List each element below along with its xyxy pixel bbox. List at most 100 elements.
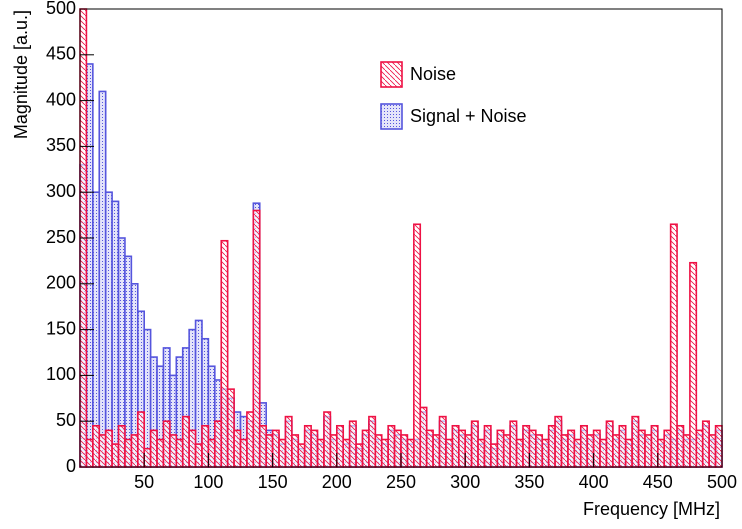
bar <box>104 429 113 468</box>
bar <box>425 429 434 468</box>
bar <box>605 420 614 468</box>
bar <box>586 434 595 468</box>
bar <box>297 443 306 468</box>
x-tick-label: 250 <box>386 472 416 492</box>
bar <box>85 63 94 468</box>
bar <box>567 429 576 468</box>
x-tick-label: 100 <box>193 472 223 492</box>
bar <box>207 438 216 468</box>
bar <box>361 429 370 468</box>
y-tick-label: 0 <box>66 456 76 476</box>
bar <box>104 191 113 468</box>
bar <box>92 424 101 468</box>
bar <box>413 223 422 468</box>
bar <box>85 438 94 468</box>
bar <box>496 429 505 468</box>
bar <box>194 443 203 468</box>
bar <box>560 434 569 468</box>
bar <box>316 438 325 468</box>
bar <box>490 443 499 468</box>
bar <box>592 429 601 468</box>
y-tick-label: 50 <box>56 410 76 430</box>
bar <box>239 438 248 468</box>
y-tick-label: 450 <box>46 44 76 64</box>
bar <box>162 420 171 468</box>
bar <box>669 223 678 468</box>
bar <box>252 209 261 468</box>
y-tick-label: 250 <box>46 227 76 247</box>
legend-swatch <box>380 103 403 130</box>
bar <box>117 424 126 468</box>
bar <box>265 434 274 468</box>
bar <box>284 415 293 468</box>
legend-label: Noise <box>410 64 456 84</box>
bar <box>599 438 608 468</box>
bar <box>406 438 415 468</box>
x-tick-label: 350 <box>514 472 544 492</box>
y-tick-label: 150 <box>46 318 76 338</box>
bar <box>98 434 107 468</box>
x-tick-label: 200 <box>322 472 352 492</box>
bar <box>689 261 698 468</box>
bar <box>188 429 197 468</box>
bar <box>438 415 447 468</box>
bar <box>271 429 280 468</box>
bar <box>181 415 190 468</box>
bar <box>644 434 653 468</box>
bar <box>143 447 152 468</box>
x-tick-label: 450 <box>643 472 673 492</box>
bar <box>323 411 332 468</box>
bar <box>464 434 473 468</box>
bar <box>201 424 210 468</box>
bar <box>220 239 229 468</box>
x-tick-label: 300 <box>450 472 480 492</box>
bar <box>149 429 158 468</box>
bar <box>547 424 556 468</box>
bar <box>579 424 588 468</box>
bar <box>701 420 710 468</box>
bar <box>156 438 165 468</box>
bar <box>528 429 537 468</box>
bar <box>380 438 389 468</box>
bar <box>676 424 685 468</box>
bar <box>303 424 312 468</box>
bar <box>374 434 383 468</box>
bar <box>656 438 666 468</box>
bar <box>130 434 139 468</box>
bar <box>509 420 518 468</box>
bar <box>483 424 492 468</box>
bar <box>111 200 120 468</box>
bar <box>522 424 531 468</box>
bar <box>637 429 646 468</box>
bar <box>278 438 287 468</box>
bar <box>618 424 627 468</box>
bar <box>226 388 235 468</box>
bar <box>368 415 377 468</box>
bar <box>573 438 582 468</box>
bar <box>136 411 145 468</box>
bar <box>445 438 454 468</box>
legend-swatch <box>380 61 403 88</box>
bar <box>541 438 550 468</box>
bar <box>631 415 640 468</box>
bar <box>400 434 409 468</box>
bar <box>650 424 659 468</box>
y-tick-label: 350 <box>46 135 76 155</box>
bar <box>470 420 479 468</box>
bar <box>612 434 621 468</box>
bar <box>387 424 396 468</box>
x-tick-label: 50 <box>134 472 154 492</box>
y-tick-label: 500 <box>46 0 76 18</box>
bar <box>663 429 672 468</box>
bar <box>335 424 345 468</box>
bar <box>714 424 723 468</box>
x-tick-label: 400 <box>579 472 609 492</box>
bar <box>124 438 133 468</box>
bar <box>393 429 402 468</box>
bar <box>258 424 267 468</box>
bar <box>477 438 486 468</box>
bar <box>111 443 120 468</box>
bar <box>214 420 223 468</box>
bar <box>708 434 717 468</box>
